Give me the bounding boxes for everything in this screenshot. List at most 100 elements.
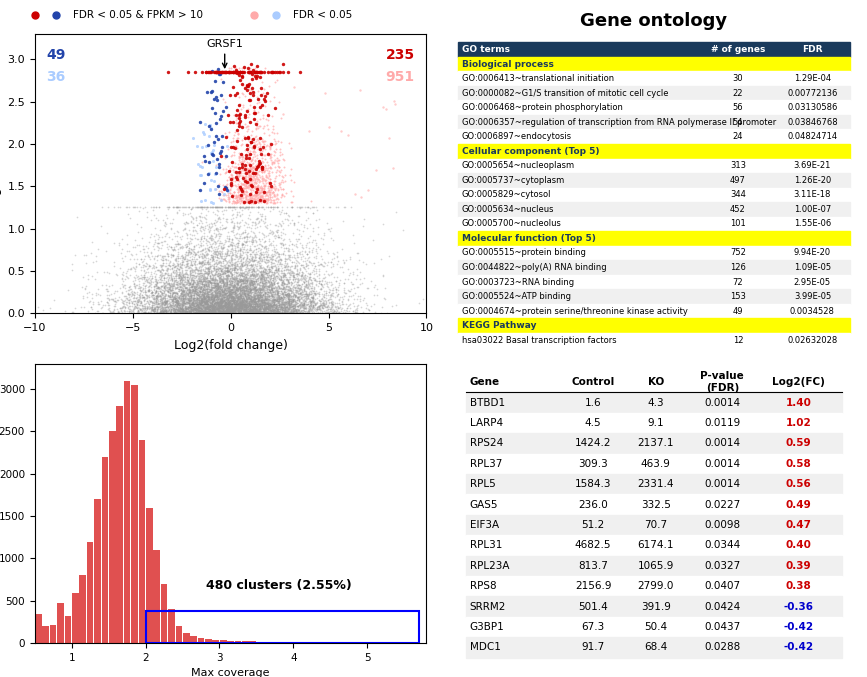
Point — [329, 283, 343, 294]
Point — [237, 196, 251, 207]
Point — [208, 268, 222, 279]
Point — [203, 225, 217, 236]
Point — [221, 294, 235, 305]
Point — [235, 250, 249, 261]
Point — [287, 290, 301, 301]
Point — [189, 308, 203, 319]
Point — [281, 281, 295, 292]
Point — [228, 286, 242, 297]
Point — [228, 300, 242, 311]
Point — [280, 305, 294, 316]
Point — [151, 245, 165, 256]
Point — [222, 234, 236, 244]
Point — [192, 305, 205, 315]
Point — [261, 303, 275, 313]
Point — [126, 306, 140, 317]
Point — [268, 66, 282, 77]
Point — [274, 301, 288, 311]
Point — [172, 303, 186, 314]
Point — [261, 301, 275, 312]
Point — [257, 306, 271, 317]
Point — [324, 291, 338, 302]
Point — [232, 236, 246, 246]
Point — [281, 291, 295, 302]
Text: 56: 56 — [733, 103, 743, 112]
Point — [238, 189, 252, 200]
Point — [198, 304, 212, 315]
Point — [251, 243, 264, 254]
Point — [197, 249, 211, 260]
Point — [257, 301, 271, 312]
Point — [169, 273, 183, 284]
Point — [172, 271, 186, 282]
Point — [241, 301, 255, 311]
Point — [269, 285, 283, 296]
Point — [176, 286, 190, 297]
Point — [236, 287, 250, 298]
Point — [272, 290, 286, 301]
Point — [254, 187, 268, 198]
Point — [185, 304, 199, 315]
Point — [201, 298, 215, 309]
Point — [156, 299, 170, 309]
Point — [160, 295, 174, 306]
Point — [208, 304, 222, 315]
Point — [195, 303, 209, 314]
Point — [236, 285, 250, 296]
Point — [306, 286, 320, 297]
Text: 9.94E-20: 9.94E-20 — [794, 248, 831, 257]
Point — [245, 307, 259, 318]
Point — [244, 286, 257, 297]
Point — [214, 299, 228, 309]
Point — [127, 279, 141, 290]
Point — [241, 177, 255, 188]
Point — [268, 300, 282, 311]
Point — [215, 295, 229, 306]
Point — [212, 290, 226, 301]
Point — [266, 186, 280, 197]
Point — [276, 267, 290, 278]
Point — [186, 214, 199, 225]
Point — [240, 276, 254, 286]
Point — [242, 277, 256, 288]
Point — [222, 290, 236, 301]
Point — [219, 236, 233, 246]
Point — [221, 274, 235, 284]
Point — [208, 292, 222, 303]
Point — [271, 293, 284, 304]
Text: GO:0000082~G1/S transition of mitotic cell cycle: GO:0000082~G1/S transition of mitotic ce… — [462, 89, 668, 97]
Point — [229, 65, 243, 76]
Point — [324, 295, 338, 306]
Point — [147, 280, 161, 291]
Point — [222, 297, 236, 307]
Point — [221, 269, 235, 280]
Point — [230, 232, 244, 243]
Point — [228, 262, 242, 273]
Point — [147, 284, 160, 294]
Point — [129, 261, 143, 272]
Point — [248, 294, 262, 305]
Point — [202, 288, 216, 299]
Text: 480 clusters (2.55%): 480 clusters (2.55%) — [205, 579, 351, 592]
Point — [305, 300, 319, 311]
Point — [209, 294, 223, 305]
Point — [161, 278, 175, 289]
Point — [264, 307, 278, 318]
Point — [185, 215, 199, 226]
Point — [262, 168, 276, 179]
Point — [160, 283, 174, 294]
Point — [216, 303, 230, 314]
Point — [199, 66, 213, 77]
Point — [151, 234, 165, 244]
Point — [201, 292, 215, 303]
Point — [254, 253, 268, 263]
Point — [159, 304, 173, 315]
Point — [227, 202, 241, 213]
Point — [277, 281, 290, 292]
Point — [241, 301, 255, 311]
Point — [230, 206, 244, 217]
Bar — [466, 556, 842, 576]
Point — [181, 288, 195, 299]
Point — [234, 283, 248, 294]
Point — [182, 225, 196, 236]
